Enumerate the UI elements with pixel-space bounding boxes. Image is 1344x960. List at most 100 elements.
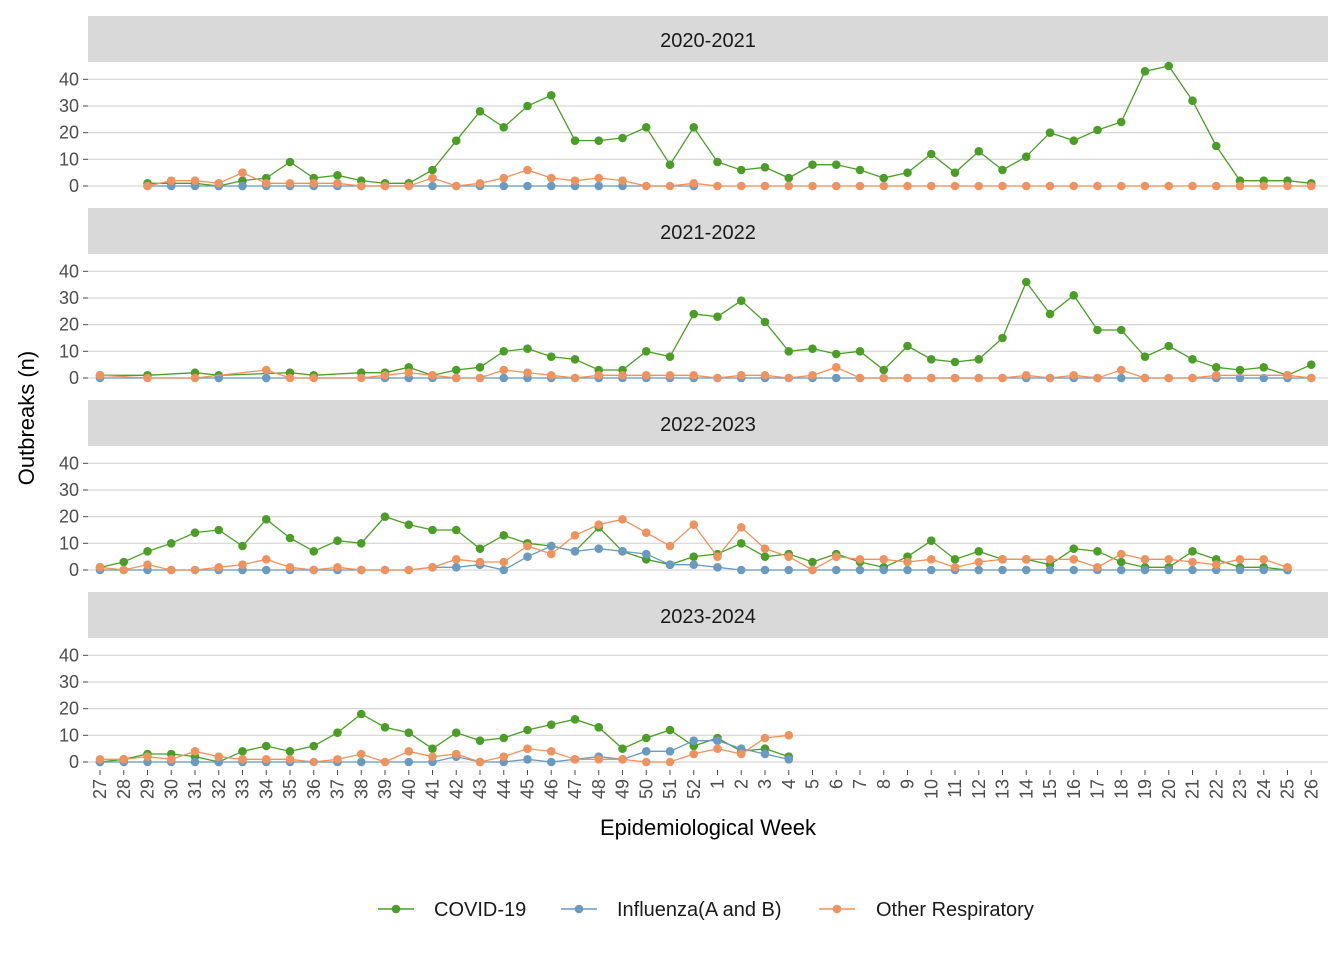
data-point (166, 176, 176, 185)
data-point (1164, 61, 1174, 71)
data-point (428, 371, 437, 380)
data-point (1093, 373, 1102, 383)
data-point (1306, 181, 1316, 191)
data-point (1021, 277, 1031, 287)
data-point (736, 296, 746, 305)
x-tick-label: 19 (1135, 779, 1155, 799)
data-point (831, 363, 841, 372)
x-tick-label: 4 (779, 779, 799, 789)
data-point (1093, 325, 1102, 335)
x-tick-label: 49 (613, 779, 633, 799)
data-point (641, 747, 651, 756)
data-point (879, 565, 889, 575)
data-point (736, 165, 746, 175)
x-tick-label: 35 (280, 779, 300, 799)
panel-strip (88, 16, 1328, 62)
data-point (689, 179, 699, 188)
x-tick-label: 5 (803, 779, 823, 789)
panel-title: 2021-2022 (660, 222, 756, 244)
data-point (618, 744, 627, 753)
data-point (879, 365, 889, 375)
data-point (309, 565, 319, 575)
data-point (1188, 547, 1197, 556)
data-point (998, 555, 1007, 564)
data-point (404, 728, 414, 737)
data-point (1306, 373, 1316, 383)
data-point (713, 744, 722, 753)
data-point (499, 733, 509, 743)
x-tick-label: 13 (993, 779, 1013, 799)
data-point (546, 747, 556, 756)
data-point (143, 373, 152, 383)
data-point (404, 368, 414, 377)
data-point (570, 547, 580, 556)
data-point (831, 552, 841, 561)
x-tick-label: 24 (1254, 779, 1274, 799)
data-point (1259, 565, 1269, 575)
data-point (713, 157, 722, 167)
data-point (214, 563, 224, 572)
legend: COVID-19 Influenza(A and B) Other Respirat… (378, 899, 1034, 921)
data-point (475, 544, 485, 553)
data-point (1116, 549, 1126, 559)
y-tick-label: 30 (59, 288, 79, 308)
y-tick-label: 10 (59, 533, 79, 553)
data-point (950, 555, 960, 564)
data-point (689, 309, 699, 319)
data-point (1140, 373, 1150, 383)
x-tick-label: 29 (138, 779, 158, 799)
data-point (523, 552, 532, 561)
data-point (974, 355, 984, 364)
data-point (380, 723, 390, 732)
data-point (831, 181, 841, 191)
data-point (974, 557, 984, 567)
data-point (903, 565, 912, 575)
series-Other Respiratory (95, 363, 1316, 383)
data-point (380, 757, 390, 767)
x-tick-label: 21 (1183, 779, 1203, 799)
data-point (950, 181, 960, 191)
series-Other Respiratory (95, 515, 1292, 575)
data-point (1069, 136, 1079, 145)
data-point (570, 373, 580, 383)
data-point (926, 355, 936, 364)
data-point (1069, 555, 1079, 564)
data-point (1188, 181, 1197, 191)
data-point (1235, 181, 1245, 191)
data-point (713, 373, 722, 383)
data-point (1116, 117, 1126, 127)
data-point (1093, 181, 1102, 191)
data-point (594, 544, 604, 553)
x-tick-label: 25 (1278, 779, 1298, 799)
data-point (214, 525, 224, 535)
x-tick-label: 40 (399, 779, 419, 799)
panel-title: 2022-2023 (660, 414, 756, 436)
data-point (261, 515, 271, 524)
legend-label: Influenza(A and B) (617, 899, 782, 921)
panel-2020-2021: 2020-2021 0 10 20 30 40 (59, 16, 1328, 196)
y-tick-label: 10 (59, 725, 79, 745)
data-point (499, 752, 509, 761)
data-point (1021, 565, 1031, 575)
x-tick-label: 23 (1230, 779, 1250, 799)
data-point (451, 181, 461, 191)
data-point (523, 181, 532, 191)
data-point (1116, 325, 1126, 335)
data-point (784, 347, 794, 356)
data-point (1306, 360, 1316, 369)
data-point (285, 179, 295, 188)
x-tick-label: 39 (375, 779, 395, 799)
data-point (1259, 555, 1269, 564)
data-point (641, 549, 651, 559)
data-point (1045, 565, 1055, 575)
y-tick-label: 10 (59, 149, 79, 169)
data-point (523, 755, 532, 764)
data-point (689, 520, 699, 529)
data-point (1283, 371, 1292, 380)
data-point (285, 755, 295, 764)
data-point (546, 757, 556, 767)
panel-strip (88, 208, 1328, 254)
data-point (665, 541, 675, 551)
data-point (1259, 363, 1269, 372)
data-point (689, 123, 699, 132)
